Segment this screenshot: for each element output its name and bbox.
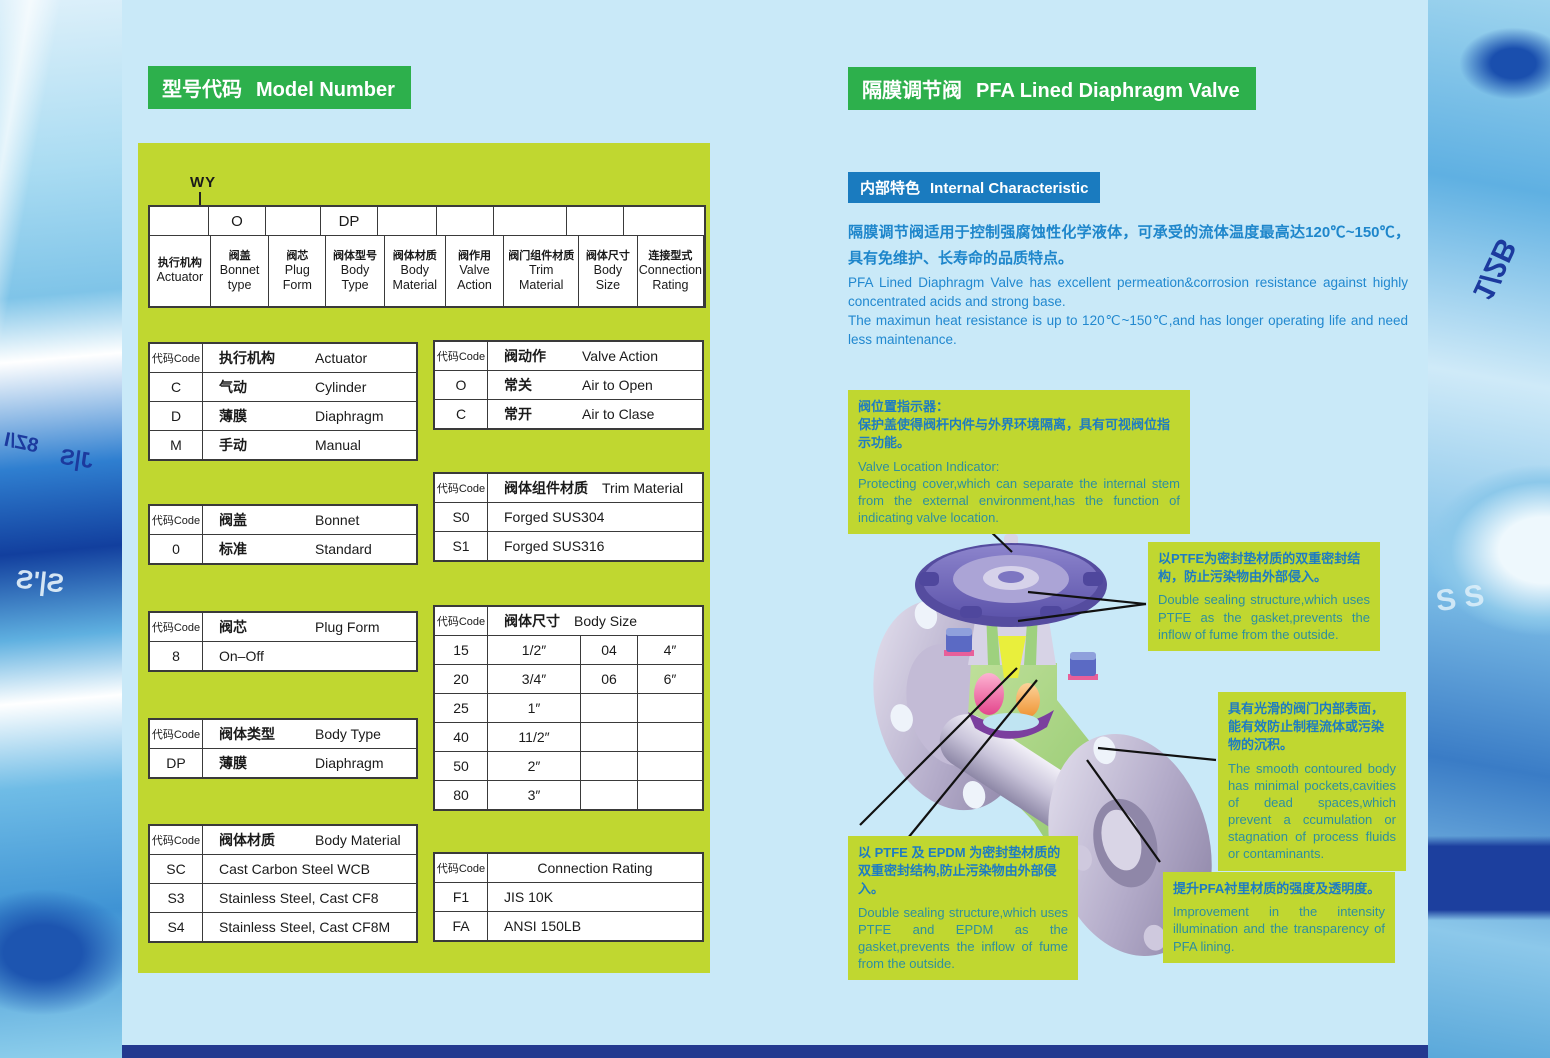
photo-text: J|S (58, 443, 95, 474)
left-photo-strip: 8Z/I J|S S|'S (0, 0, 122, 1058)
table-row: 50 2″ (435, 751, 702, 780)
callout-valve-location-indicator: 阀位置指示器： 保护盖使得阀杆内件与外界环境隔离，具有可视阀位指示功能。 Val… (848, 390, 1190, 535)
bonnet-code-table: 代码Code 阀盖 Bonnet 0 标准 Standard (148, 504, 418, 565)
code-header: 代码Code (435, 854, 488, 882)
connection-rating-code-table: 代码Code Connection Rating F1 JIS 10K FA A… (433, 852, 704, 942)
diagram-code-cell (437, 207, 494, 235)
code-header: 代码Code (435, 607, 488, 635)
intro-paragraph-zh: 隔膜调节阀适用于控制强腐蚀性化学液体，可承受的流体温度最高达120℃~150℃，… (848, 224, 1410, 268)
code-header: 代码Code (150, 344, 203, 372)
code-header: 代码Code (150, 506, 203, 534)
diagram-col-valveaction: 阀作用 Valve Action (446, 236, 505, 306)
diagram-col-actuator: 执行机构 Actuator (150, 236, 211, 306)
table-row: S0 Forged SUS304 (435, 502, 702, 531)
model-number-header: 型号代码 Model Number (148, 66, 411, 109)
bottom-bar (122, 1045, 1428, 1058)
diagram-col-trim: 阀门组件材质 Trim Material (504, 236, 580, 306)
body-size-code-table: 代码Code 阀体尺寸 Body Size 15 1/2″ 04 4″ 20 3/4″ … (433, 605, 704, 811)
model-prefix: WY (190, 174, 217, 191)
table-row: S4 Stainless Steel, Cast CF8M (150, 912, 416, 941)
plug-form-code-table: 代码Code 阀芯 Plug Form 8 On–Off (148, 611, 418, 672)
title-en: PFA Lined Diaphragm Valve (976, 80, 1240, 102)
table-row: 25 1″ (435, 693, 702, 722)
subheader-en: Internal Characteristic (930, 180, 1089, 197)
table-row: 8 On–Off (150, 641, 416, 670)
diagram-code-cell (150, 207, 209, 235)
table-row: FA ANSI 150LB (435, 911, 702, 940)
photo-text: 8Z/I (2, 428, 41, 458)
trim-material-code-table: 代码Code 阀体组件材质 Trim Material S0 Forged SUS… (433, 472, 704, 562)
body-material-code-table: 代码Code 阀体材质 Body Material SC Cast Carbon … (148, 824, 418, 943)
callout-smooth-body: 具有光滑的阀门内部表面，能有效防止制程流体或污染物的沉积。 The smooth… (1218, 692, 1406, 871)
handwheel (915, 534, 1107, 627)
code-header: 代码Code (150, 613, 203, 641)
bolt-left (944, 628, 974, 656)
header-zh: 型号代码 (162, 79, 242, 101)
table-row: M 手动 Manual (150, 430, 416, 459)
diagram-code-cell (567, 207, 624, 235)
diagram-code-cell (624, 207, 704, 235)
chamber (983, 713, 1039, 731)
prefix-tick (199, 192, 201, 205)
table-row: 80 3″ (435, 780, 702, 809)
diagram-code-cell (378, 207, 437, 235)
product-title-header: 隔膜调节阀 PFA Lined Diaphragm Valve (848, 67, 1256, 110)
callout-ptfe-double-seal: 以PTFE为密封垫材质的双重密封结构，防止污染物由外部侵入。 Double se… (1148, 542, 1380, 651)
photo-text: S S (1433, 578, 1487, 619)
callout-ptfe-epdm-seal: 以 PTFE 及 EPDM 为密封垫材质的双重密封结构,防止污染物由外部侵入。 … (848, 836, 1078, 981)
valve-cutaway-illustration (859, 477, 1217, 957)
right-photo-strip: 1/2B S S (1428, 0, 1550, 1058)
table-row: DP 薄膜 Diaphragm (150, 748, 416, 777)
table-row: D 薄膜 Diaphragm (150, 401, 416, 430)
table-row: C 常开 Air to Clase (435, 399, 702, 428)
internal-seal-orange (1016, 683, 1040, 717)
diagram-code-cell (266, 207, 321, 235)
table-row: C 气动 Cylinder (150, 372, 416, 401)
valve-action-code-table: 代码Code 阀动作 Valve Action O 常关 Air to Open C… (433, 340, 704, 430)
diagram-code-cell (494, 207, 567, 235)
diagram-header-row: 执行机构 Actuator 阀盖 Bonnet type 阀芯 Plug Form 阀… (150, 235, 705, 306)
table-row: SC Cast Carbon Steel WCB (150, 854, 416, 883)
callout-pfa-lining: 提升PFA衬里材质的强度及透明度。 Improvement in the int… (1163, 872, 1395, 963)
code-header: 代码Code (435, 342, 488, 370)
table-row: 0 标准 Standard (150, 534, 416, 563)
diagram-col-plug: 阀芯 Plug Form (269, 236, 327, 306)
model-diagram-table: O DP 执行机构 Actuator 阀盖 Bonnet type 阀芯 Plug F… (148, 205, 706, 308)
plug (998, 636, 1026, 678)
intro-paragraph-en: PFA Lined Diaphragm Valve has excellent … (848, 275, 1408, 348)
code-header: 代码Code (150, 826, 203, 854)
diagram-col-connection: 连接型式 Connection Rating (638, 236, 705, 306)
table-row: 20 3/4″ 06 6″ (435, 664, 702, 693)
subheader-zh: 内部特色 (860, 180, 921, 197)
actuator-code-table: 代码Code 执行机构 Actuator C 气动 Cylinder D 薄膜 Dia… (148, 342, 418, 461)
diagram-col-bodysize: 阀体尺寸 Body Size (579, 236, 638, 306)
bolt-right (1068, 652, 1098, 680)
diagram-col-bodytype: 阀体型号 Body Type (326, 236, 385, 306)
diagram-code-cell: O (209, 207, 266, 235)
diaphragm (968, 710, 1054, 739)
internal-seal-pink (974, 673, 1004, 715)
photo-text: S|'S (14, 563, 66, 599)
internal-characteristic-header: 内部特色 Internal Characteristic (848, 172, 1101, 203)
diagram-code-row: O DP (150, 207, 704, 235)
photo-text: 1/2B (1465, 233, 1523, 305)
table-row: S3 Stainless Steel, Cast CF8 (150, 883, 416, 912)
table-row: S1 Forged SUS316 (435, 531, 702, 560)
table-row: F1 JIS 10K (435, 882, 702, 911)
body-type-code-table: 代码Code 阀体类型 Body Type DP 薄膜 Diaphragm (148, 718, 418, 779)
table-row: 40 11/2″ (435, 722, 702, 751)
table-row: O 常关 Air to Open (435, 370, 702, 399)
header-en: Model Number (256, 79, 395, 101)
diagram-col-bodymaterial: 阀体材质 Body Material (385, 236, 446, 306)
code-header: 代码Code (150, 720, 203, 748)
diagram-code-cell: DP (321, 207, 378, 235)
title-zh: 隔膜调节阀 (862, 80, 962, 102)
diagram-col-bonnet: 阀盖 Bonnet type (211, 236, 270, 306)
code-header: 代码Code (435, 474, 488, 502)
table-row: 15 1/2″ 04 4″ (435, 635, 702, 664)
